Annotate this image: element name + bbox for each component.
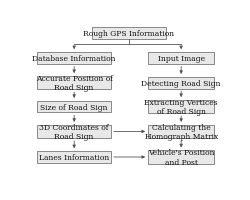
Text: Input Image: Input Image [157, 55, 204, 63]
Text: Detecting Road Sign: Detecting Road Sign [141, 79, 220, 87]
Bar [148, 151, 213, 164]
Bar [37, 77, 111, 90]
Text: Size of Road Sign: Size of Road Sign [40, 103, 108, 111]
Bar [37, 101, 111, 113]
Bar [91, 28, 165, 40]
Bar [148, 101, 213, 114]
Bar [148, 125, 213, 138]
Bar [37, 151, 111, 163]
Text: Calculating the
Homograph Matrix: Calculating the Homograph Matrix [144, 123, 217, 141]
Bar [148, 78, 213, 89]
Text: Accurate Position of
Road Sign: Accurate Position of Road Sign [36, 75, 112, 92]
Text: Vehicle's Position
and Post: Vehicle's Position and Post [147, 149, 214, 166]
Text: Rough GPS Information: Rough GPS Information [83, 30, 174, 38]
Text: Lanes Information: Lanes Information [39, 153, 109, 161]
Bar [148, 53, 213, 64]
Text: 3D Coordinates of
Road Sign: 3D Coordinates of Road Sign [39, 123, 108, 141]
Text: Database Information: Database Information [32, 55, 116, 63]
Bar [37, 125, 111, 138]
Bar [37, 53, 111, 64]
Text: Extracting Vertices
of Road Sign: Extracting Vertices of Road Sign [144, 98, 217, 116]
